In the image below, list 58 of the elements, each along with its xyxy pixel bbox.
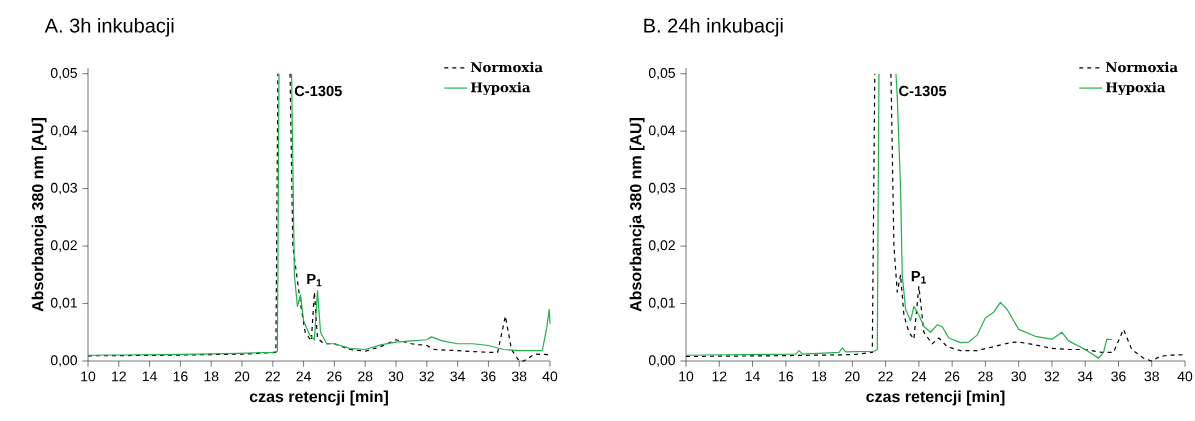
legend-label: Normoxia bbox=[1105, 61, 1178, 73]
x-tick-label: 34 bbox=[1077, 371, 1093, 382]
annotation: P$_{1}$ bbox=[911, 271, 926, 284]
x-tick-label: 14 bbox=[745, 371, 760, 382]
y-tick-label: 0,00 bbox=[50, 355, 78, 367]
x-tick-label: 38 bbox=[511, 371, 527, 382]
x-tick-label: 30 bbox=[1011, 371, 1026, 382]
x-tick-label: 10 bbox=[679, 371, 694, 382]
x-tick-label: 22 bbox=[878, 371, 893, 382]
x-tick-label: 26 bbox=[327, 371, 342, 382]
x-axis-title: czas retencji [min] bbox=[249, 390, 388, 406]
x-tick-label: 18 bbox=[812, 371, 827, 382]
x-tick-label: 28 bbox=[358, 371, 373, 382]
y-axis-title: Absorbancja 380 nm [AU] bbox=[629, 118, 645, 312]
x-tick-label: 16 bbox=[779, 371, 793, 382]
annotation: C-1305 bbox=[899, 85, 947, 97]
annotation: C-1305 bbox=[294, 85, 342, 97]
x-tick-label: 20 bbox=[234, 371, 250, 382]
annotation: P$_{1}$ bbox=[307, 273, 322, 287]
x-tick-label: 28 bbox=[978, 371, 993, 382]
x-tick-label: 24 bbox=[296, 371, 311, 382]
legend-label: Normoxia bbox=[470, 61, 543, 73]
chart-title: B. 24h inkubacji bbox=[644, 17, 783, 37]
y-tick-label: 0,04 bbox=[50, 125, 78, 137]
x-axis-title: czas retencji [min] bbox=[866, 390, 1005, 406]
legend-label: Hypoxia bbox=[470, 82, 531, 96]
x-tick-label: 40 bbox=[1177, 371, 1193, 382]
y-tick-label: 0,05 bbox=[648, 67, 676, 80]
x-tick-label: 10 bbox=[81, 371, 96, 382]
y-tick-label: 0,02 bbox=[50, 240, 77, 252]
x-tick-label: 12 bbox=[112, 371, 126, 382]
x-tick-label: 36 bbox=[481, 371, 496, 382]
y-axis-title: Absorbancja 380 nm [AU] bbox=[31, 118, 47, 312]
y-tick-label: 0,01 bbox=[648, 297, 675, 310]
x-tick-label: 14 bbox=[142, 371, 157, 382]
x-tick-label: 16 bbox=[173, 371, 188, 382]
y-tick-label: 0,05 bbox=[50, 67, 77, 80]
x-tick-label: 40 bbox=[542, 371, 558, 382]
x-tick-label: 18 bbox=[204, 371, 219, 382]
y-tick-label: 0,02 bbox=[648, 240, 675, 252]
x-tick-label: 20 bbox=[845, 371, 860, 382]
chart-title: A. 3h inkubacji bbox=[44, 17, 174, 37]
x-tick-label: 36 bbox=[1111, 371, 1126, 382]
x-tick-label: 12 bbox=[712, 371, 727, 382]
legend-label: Hypoxia bbox=[1105, 82, 1166, 96]
y-tick-label: 0,03 bbox=[50, 182, 77, 195]
x-tick-label: 30 bbox=[388, 371, 404, 382]
x-tick-label: 32 bbox=[419, 371, 434, 382]
x-tick-label: 34 bbox=[450, 371, 465, 382]
x-tick-label: 26 bbox=[945, 371, 960, 382]
y-tick-label: 0,01 bbox=[50, 297, 77, 310]
y-tick-label: 0,00 bbox=[648, 355, 676, 367]
x-tick-label: 38 bbox=[1144, 371, 1159, 382]
y-tick-label: 0,04 bbox=[648, 125, 676, 137]
x-tick-label: 24 bbox=[911, 371, 927, 382]
y-tick-label: 0,03 bbox=[648, 182, 675, 195]
x-tick-label: 32 bbox=[1044, 371, 1060, 382]
x-tick-label: 22 bbox=[265, 371, 280, 382]
